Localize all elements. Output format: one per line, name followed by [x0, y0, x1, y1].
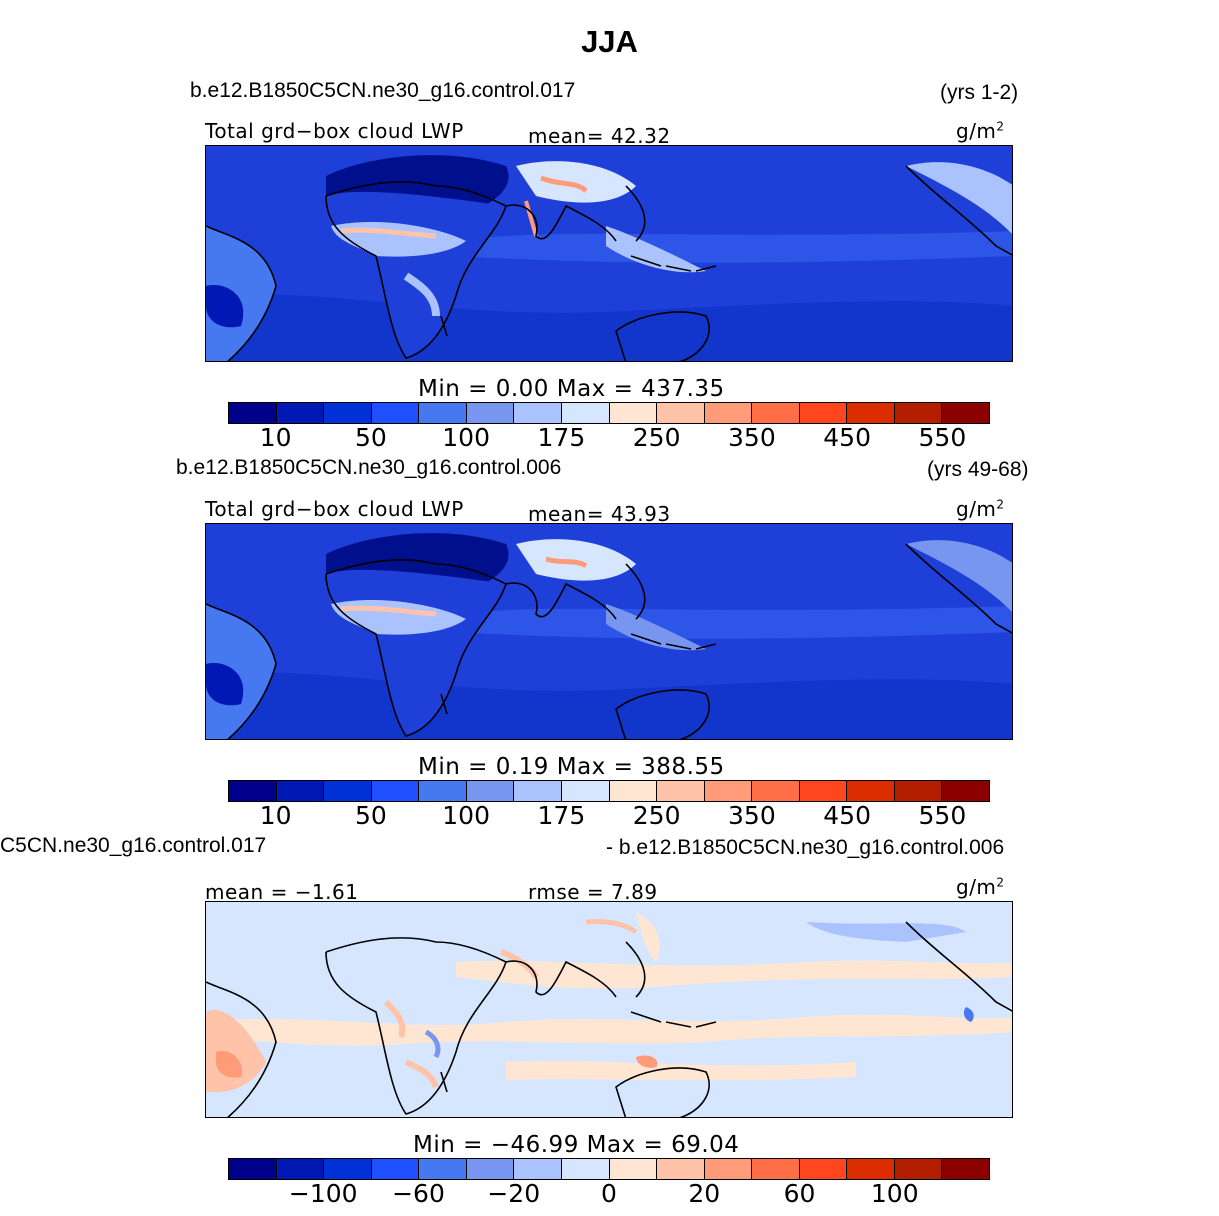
colorbar-swatch	[466, 403, 515, 423]
panel-1-case-name: b.e12.B1850C5CN.ne30_g16.control.017	[190, 79, 576, 102]
figure-title: JJA	[581, 24, 638, 59]
panel-3-colorbar	[228, 1158, 990, 1180]
colorbar-swatch	[419, 403, 467, 423]
colorbar-swatch	[514, 403, 562, 423]
colorbar-tick-label: 175	[537, 801, 586, 830]
colorbar-tick-label: 550	[918, 423, 967, 452]
colorbar-swatch	[894, 1159, 943, 1179]
colorbar-tick-label: −100	[288, 1179, 358, 1208]
colorbar-swatch	[752, 781, 800, 801]
colorbar-swatch	[229, 403, 277, 423]
colorbar-tick-label: 350	[728, 801, 776, 830]
colorbar-tick-label: −20	[487, 1179, 541, 1208]
colorbar-swatch	[324, 781, 372, 801]
colorbar-tick-label: 10	[259, 801, 292, 830]
colorbar-swatch	[419, 781, 467, 801]
colorbar-tick-label: 20	[688, 1179, 721, 1208]
colorbar-tick-label: 175	[537, 423, 586, 452]
colorbar-swatch	[942, 1159, 989, 1179]
colorbar-swatch	[514, 1159, 562, 1179]
colorbar-swatch	[942, 781, 989, 801]
colorbar-tick-label: 250	[632, 801, 681, 830]
colorbar-tick-label: 350	[728, 423, 776, 452]
panel-1-variable-label: Total grd−box cloud LWP	[205, 119, 464, 143]
colorbar-swatch	[229, 781, 277, 801]
colorbar-swatch	[561, 781, 610, 801]
colorbar-swatch	[609, 403, 658, 423]
panel-1-colorbar	[228, 402, 990, 424]
panel-1-units: g/m2	[956, 119, 1005, 143]
colorbar-tick-label: −60	[392, 1179, 445, 1208]
panel-3-rmse: rmse = 7.89	[528, 880, 658, 904]
colorbar-swatch	[466, 781, 515, 801]
colorbar-swatch	[752, 403, 800, 423]
colorbar-swatch	[657, 403, 705, 423]
panel-2-mean: mean= 43.93	[528, 502, 671, 526]
colorbar-swatch	[704, 1159, 753, 1179]
colorbar-swatch	[324, 403, 372, 423]
colorbar-tick-label: 0	[601, 1179, 617, 1208]
panel-2-years: (yrs 49-68)	[927, 458, 1029, 481]
colorbar-swatch	[704, 781, 753, 801]
panel-1-mean: mean= 42.32	[528, 124, 671, 148]
panel-1-minmax: Min = 0.00 Max = 437.35	[418, 376, 725, 402]
colorbar-swatch	[276, 1159, 325, 1179]
panel-2-case-name: b.e12.B1850C5CN.ne30_g16.control.006	[176, 456, 562, 479]
colorbar-swatch	[704, 403, 753, 423]
panel-3-minmax: Min = −46.99 Max = 69.04	[413, 1132, 740, 1158]
colorbar-tick-label: 450	[823, 801, 871, 830]
colorbar-swatch	[371, 781, 420, 801]
panel-2-variable-label: Total grd−box cloud LWP	[205, 497, 464, 521]
colorbar-tick-label: 100	[442, 423, 490, 452]
colorbar-tick-label: 100	[442, 801, 490, 830]
colorbar-swatch	[657, 781, 705, 801]
panel-3-map	[205, 901, 1013, 1118]
colorbar-swatch	[371, 1159, 420, 1179]
colorbar-swatch	[276, 403, 325, 423]
panel-2-units: g/m2	[956, 497, 1005, 521]
colorbar-tick-label: 450	[823, 423, 871, 452]
colorbar-swatch	[229, 1159, 277, 1179]
colorbar-swatch	[799, 781, 848, 801]
colorbar-tick-label: 100	[870, 1179, 919, 1208]
colorbar-swatch	[799, 1159, 848, 1179]
panel-3-case-name: C5CN.ne30_g16.control.017	[0, 834, 267, 857]
panel-2-map	[205, 523, 1013, 740]
colorbar-swatch	[799, 403, 848, 423]
panel-2-colorbar	[228, 780, 990, 802]
panel-3-mean: mean = −1.61	[205, 880, 359, 904]
colorbar-swatch	[324, 1159, 372, 1179]
colorbar-tick-label: 10	[259, 423, 292, 452]
panel-1-map	[205, 145, 1013, 362]
colorbar-swatch	[894, 781, 943, 801]
colorbar-swatch	[752, 1159, 800, 1179]
panel-3-years: - b.e12.B1850C5CN.ne30_g16.control.006	[606, 836, 1005, 859]
colorbar-tick-label: 250	[632, 423, 681, 452]
colorbar-swatch	[847, 403, 895, 423]
colorbar-swatch	[847, 1159, 895, 1179]
colorbar-tick-label: 50	[354, 423, 387, 452]
colorbar-swatch	[419, 1159, 467, 1179]
colorbar-swatch	[942, 403, 989, 423]
panel-1-years: (yrs 1-2)	[940, 81, 1019, 104]
colorbar-swatch	[514, 781, 562, 801]
colorbar-tick-label: 50	[354, 801, 387, 830]
colorbar-swatch	[609, 781, 658, 801]
panel-3-units: g/m2	[956, 875, 1005, 899]
colorbar-swatch	[561, 1159, 610, 1179]
colorbar-swatch	[894, 403, 943, 423]
colorbar-swatch	[276, 781, 325, 801]
colorbar-swatch	[466, 1159, 515, 1179]
panel-2-minmax: Min = 0.19 Max = 388.55	[418, 754, 725, 780]
colorbar-swatch	[847, 781, 895, 801]
colorbar-tick-label: 60	[783, 1179, 816, 1208]
colorbar-swatch	[561, 403, 610, 423]
colorbar-tick-label: 550	[918, 801, 967, 830]
colorbar-swatch	[657, 1159, 705, 1179]
colorbar-swatch	[609, 1159, 658, 1179]
colorbar-swatch	[371, 403, 420, 423]
